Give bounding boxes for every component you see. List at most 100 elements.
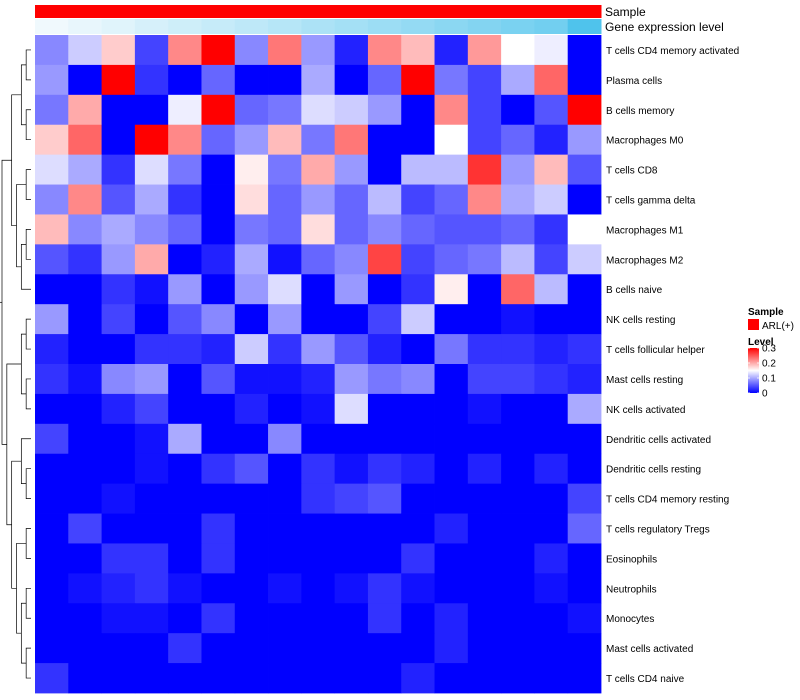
heatmap-cell: [467, 35, 502, 66]
heatmap-cell: [234, 244, 269, 275]
heatmap-cell: [168, 124, 202, 156]
heatmap-cell: [68, 483, 102, 514]
heatmap-cell: [467, 244, 502, 275]
dendrogram-branch: [25, 468, 31, 499]
heatmap-cell: [35, 573, 69, 604]
heatmap-cell: [567, 513, 602, 544]
dendrogram-branch: [11, 460, 22, 589]
row-label: Macrophages M0: [606, 136, 684, 147]
heatmap-cell: [334, 94, 369, 126]
heatmap-cell: [101, 124, 136, 156]
heatmap-cell: [367, 603, 402, 634]
dendrogram-branch: [25, 378, 31, 410]
heatmap-cell: [101, 184, 136, 215]
heatmap-cell: [301, 543, 336, 574]
heatmap-cell: [68, 244, 102, 275]
dendrogram-branch: [20, 333, 27, 395]
heatmap-cell: [68, 154, 102, 185]
heatmap-cell: [68, 64, 102, 96]
heatmap-cell: [534, 423, 569, 455]
heatmap-cell: [467, 513, 502, 544]
heatmap-cell: [201, 633, 236, 664]
heatmap-cell: [301, 214, 336, 245]
row-label: T cells regulatory Tregs: [606, 525, 710, 536]
row-label: B cells memory: [606, 106, 674, 117]
heatmap-cell: [567, 94, 602, 126]
row-label: T cells CD8: [606, 166, 658, 177]
heatmap-cell: [334, 543, 369, 574]
heatmap-cell: [467, 423, 502, 455]
heatmap-cell: [501, 393, 535, 425]
row-label: T cells CD4 memory resting: [606, 495, 729, 506]
heatmap-cell: [401, 453, 435, 485]
dendrogram-branch: [25, 647, 31, 679]
heatmap-cell: [334, 483, 369, 514]
heatmap-cell: [467, 154, 502, 185]
heatmap-cell: [367, 633, 402, 664]
heatmap-cell: [168, 154, 202, 185]
heatmap-cell: [434, 64, 469, 96]
heatmap-cell: [68, 423, 102, 455]
heatmap-cell: [68, 334, 102, 365]
heatmap-cell: [101, 663, 136, 694]
heatmap-cell: [101, 334, 136, 365]
heatmap-cell: [401, 244, 435, 275]
heatmap-cell: [501, 423, 535, 455]
heatmap-cell: [201, 304, 236, 335]
heatmap-cell: [68, 663, 102, 694]
dendrogram-branch: [6, 363, 22, 526]
heatmap-cell: [234, 154, 269, 185]
heatmap-cell: [134, 393, 169, 425]
heatmap-cell: [401, 393, 435, 425]
heatmap-cell: [234, 94, 269, 126]
sample-annotation-cell: [534, 5, 569, 18]
heatmap-cell: [301, 453, 336, 485]
heatmap-cell: [501, 214, 535, 245]
heatmap-cell: [301, 393, 336, 425]
heatmap-cell: [268, 633, 302, 664]
heatmap-cell: [268, 334, 302, 365]
heatmap-cell: [168, 334, 202, 365]
heatmap-cell: [567, 423, 602, 455]
heatmap-cell: [35, 94, 69, 126]
heatmap-cell: [301, 633, 336, 664]
heatmap-cell: [201, 603, 236, 634]
sample-annotation-label: Sample: [605, 5, 646, 19]
heatmap-cell: [367, 573, 402, 604]
heatmap-cell: [567, 453, 602, 485]
heatmap-cell: [434, 423, 469, 455]
heatmap-cell: [434, 453, 469, 485]
heatmap-cell: [68, 633, 102, 664]
heatmap-cell: [234, 364, 269, 395]
heatmap-cell: [101, 483, 136, 514]
heatmap-cell: [401, 513, 435, 544]
sample-annotation-cell: [201, 5, 236, 18]
row-label: T cells CD4 naive: [606, 674, 685, 685]
sample-annotation-cell: [467, 5, 502, 18]
heatmap-cell: [301, 184, 336, 215]
gene-expression-cell: [68, 19, 103, 34]
heatmap-cell: [501, 64, 535, 96]
heatmap-cell: [201, 513, 236, 544]
heatmap-cell: [301, 663, 336, 694]
heatmap-cell: [334, 124, 369, 156]
heatmap-cell: [35, 304, 69, 335]
heatmap-cell: [367, 393, 402, 425]
heatmap-cell: [434, 513, 469, 544]
heatmap-cell: [35, 364, 69, 395]
heatmap-cell: [367, 184, 402, 215]
heatmap-cell: [534, 453, 569, 485]
heatmap-cell: [134, 64, 169, 96]
heatmap-cell: [35, 274, 69, 305]
heatmap-cell: [35, 663, 69, 694]
heatmap-cell: [268, 244, 302, 275]
heatmap-cell: [434, 393, 469, 425]
heatmap-cell: [401, 364, 435, 395]
row-label: Neutrophils: [606, 584, 657, 595]
heatmap-cell: [434, 603, 469, 634]
gene-expression-cell: [334, 19, 369, 34]
heatmap-cell: [467, 483, 502, 514]
heatmap-cell: [68, 304, 102, 335]
heatmap-cell: [334, 35, 369, 66]
heatmap-cell: [334, 334, 369, 365]
